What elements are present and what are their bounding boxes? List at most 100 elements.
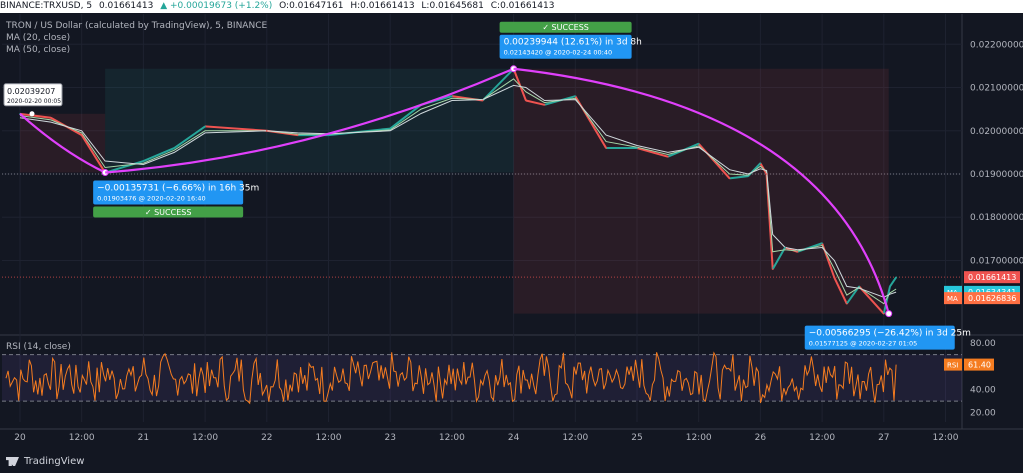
ma-tag: MA [947,295,958,303]
price-point [833,276,836,279]
price-point [481,99,484,102]
measure-arc [19,112,106,174]
measure-callout [499,34,632,59]
symbol-name[interactable]: BINANCE:TRXUSD, 5 [0,1,93,11]
x-tick-label: 12:00 [316,433,342,443]
ma50-badge-box [964,292,1020,305]
measure-callout [93,180,244,205]
rsi-line [5,351,897,405]
price-point [889,285,891,288]
price-line-segment [525,99,545,106]
x-tick-label: 21 [138,433,149,443]
legend-ma20[interactable]: MA (20, close) [6,33,71,43]
last-price-badge-box [964,271,1020,284]
x-tick-label: 26 [755,433,767,443]
chart-legend: TRON / US Dollar (calculated by TradingV… [6,20,267,56]
measure-callout [804,325,955,350]
y-tick-label: 0.02100000 [970,84,1023,94]
price-point [845,302,848,305]
price-point [173,147,176,149]
price-point [636,147,638,149]
rsi-band [2,354,962,402]
price-point [605,147,607,149]
price-point [759,162,762,164]
symbol-header-bar: BINANCE:TRXUSD, 5 0.01661413 ▲ +0.000196… [0,0,1023,13]
rsi-tag-box [944,358,962,371]
marker-point [29,111,35,117]
price-line-segment [104,160,144,174]
y-tick-label: 0.02200000 [970,40,1023,50]
tradingview-logo[interactable]: TradingView [6,456,84,467]
legend-ma50[interactable]: MA (50, close) [6,45,71,55]
y-tick-label: 0.01800000 [970,213,1023,223]
price-line-segment [143,147,175,162]
price-point [784,246,786,249]
chart-title: TRON / US Dollar (calculated by TradingV… [6,21,268,31]
price-line-segment [389,104,422,130]
callout-line1: 0.00239944 (12.61%) in 3d 8h [504,38,642,48]
x-tick-label: 20 [14,433,26,443]
price-point [895,276,897,279]
price-line-segment [889,276,897,287]
success-label: ✓ SUCCESS [145,208,192,217]
marker-label-box [3,83,63,107]
rsi-last-box [964,358,994,371]
callout-line2: 0.01577125 @ 2020-02-27 01:05 [809,340,918,348]
price-line-segment [205,125,267,132]
price-point [667,155,669,158]
price-point [765,173,768,175]
low-value: L:0.01645681 [421,1,484,11]
high-value: H:0.01661413 [350,1,415,11]
x-tick-label: 12:00 [192,433,218,443]
price-point [204,125,206,128]
x-tick-label: 23 [384,433,395,443]
last-price: 0.01661413 [98,1,154,11]
x-tick-label: 22 [261,433,272,443]
rsi-last-value: 61.40 [968,361,991,370]
success-badge [93,206,244,218]
callout-line2: 0.02143420 @ 2020-02-24 00:40 [504,49,612,57]
x-tick-label: 12:00 [933,433,959,443]
price-point [821,242,823,244]
price-point [883,312,885,315]
x-tick-label: 24 [508,433,520,443]
price-point [80,134,83,136]
marker-time: 2020-02-20 00:05 [7,98,61,105]
rsi-pane-label[interactable]: RSI (14, close) [6,342,71,352]
price-line-segment [636,147,669,158]
x-tick-label: 12:00 [439,433,465,443]
price-line-segment [882,286,891,314]
price-line-segment [697,143,731,179]
x-tick-label: 27 [878,433,889,443]
measure-region [105,68,514,173]
price-point [525,99,527,102]
measure-arc [513,67,890,314]
price-line-segment [80,134,106,174]
rsi-tick-label: 20.00 [970,409,996,419]
price-point [389,127,392,130]
price-point [747,175,749,177]
success-label: ✓ SUCCESS [542,23,589,32]
price-line-segment [858,285,885,315]
ma50-line [19,84,897,298]
branding-text: TradingView [24,456,85,467]
price-point [266,129,268,132]
price-point [451,95,453,97]
x-tick-label: 12:00 [562,433,588,443]
tradingview-icon [6,457,19,466]
open-value: O:0.01647161 [279,1,344,11]
price-point [771,268,774,270]
x-tick-label: 25 [631,433,642,443]
y-tick-label: 0.01900000 [970,170,1023,180]
measure-arc [105,67,515,174]
ma-tag-box [944,292,962,305]
price-point [50,116,52,119]
price-point [796,251,799,253]
price-point [574,95,577,97]
price-point [697,142,700,145]
price-line-segment [482,68,515,102]
success-badge [499,21,632,33]
rsi-tick-label: 40.00 [970,385,996,395]
price-line-segment [845,285,860,305]
